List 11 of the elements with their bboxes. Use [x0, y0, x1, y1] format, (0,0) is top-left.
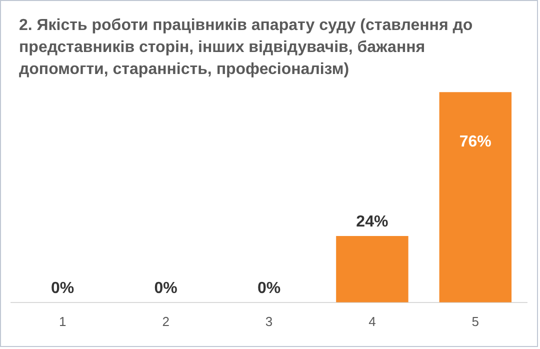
x-tick-label: 4: [368, 314, 376, 329]
x-tick-label: 2: [162, 314, 170, 329]
x-tick-label: 3: [265, 314, 273, 329]
x-tick-label: 1: [58, 314, 66, 329]
chart-title: 2. Якість роботи працівників апарату суду (ставлення до представників сторін, інших відвідувачів, бажання допомогти, старанність, професіоналізм): [19, 16, 474, 80]
data-label: 0%: [154, 280, 178, 297]
data-label: 0%: [257, 280, 281, 297]
data-label: 24%: [356, 213, 388, 230]
x-tick-label: 5: [472, 314, 480, 329]
data-label: 76%: [459, 133, 492, 150]
data-label: 0%: [51, 280, 74, 297]
